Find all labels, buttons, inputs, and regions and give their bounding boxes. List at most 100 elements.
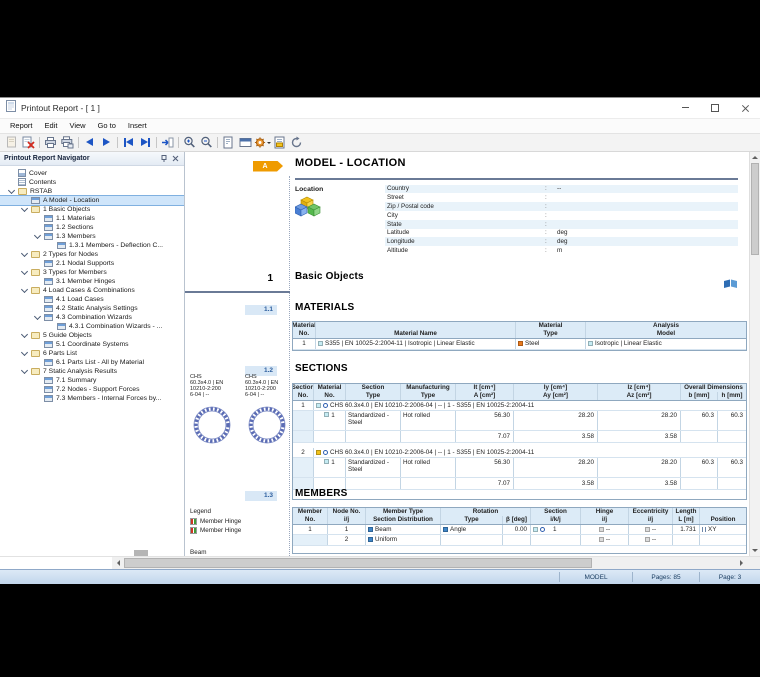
statusbar-page: Page: 3 — [699, 572, 760, 583]
tree-item-icon — [44, 259, 53, 267]
cell — [293, 535, 328, 545]
last-page-button[interactable] — [137, 135, 154, 150]
tree-item[interactable]: Contents — [0, 178, 184, 187]
navigator-scroll-thumb[interactable] — [134, 549, 148, 558]
expander-icon[interactable] — [20, 249, 29, 257]
vertical-scrollbar[interactable] — [749, 151, 760, 557]
expander-icon[interactable] — [20, 267, 29, 275]
tree-item[interactable]: 7.1 Summary — [0, 376, 184, 385]
tree-item[interactable]: Cover — [0, 169, 184, 178]
maximize-button[interactable] — [700, 98, 730, 118]
scroll-right-arrow[interactable] — [735, 557, 747, 569]
scroll-left-arrow[interactable] — [112, 557, 124, 569]
next-page-button[interactable] — [98, 135, 115, 150]
title-bar[interactable]: Printout Report - [ 1 ] — [0, 98, 760, 119]
scroll-down-arrow[interactable] — [750, 545, 760, 556]
menu-insert[interactable]: Insert — [127, 120, 147, 130]
zoom-in-button[interactable] — [181, 135, 198, 150]
expander-icon[interactable] — [33, 312, 42, 320]
cell-beta: 0.00 — [503, 524, 531, 535]
print-all-button[interactable] — [59, 135, 76, 150]
navigator-close-icon[interactable] — [170, 153, 181, 164]
tree-item[interactable]: 7 Static Analysis Results — [0, 366, 184, 376]
figure-caption: 10210-2:200 — [190, 386, 221, 393]
tree-item[interactable]: 3.1 Member Hinges — [0, 277, 184, 286]
members-heading: MEMBERS — [295, 487, 348, 499]
edit-properties-button[interactable] — [271, 135, 288, 150]
horizontal-scroll-thumb[interactable] — [124, 558, 592, 569]
tree-item[interactable]: 1.3.1 Members - Deflection C... — [0, 241, 184, 250]
beam-label: Beam — [190, 548, 207, 556]
tree-item-icon — [44, 394, 53, 402]
section-color-swatch — [533, 526, 538, 532]
expander-icon[interactable] — [20, 330, 29, 338]
menu-report[interactable]: Report — [10, 120, 33, 130]
horizontal-scrollbar[interactable] — [112, 557, 747, 570]
tree-item-icon — [57, 241, 66, 249]
vertical-scroll-thumb[interactable] — [751, 162, 759, 255]
expander-icon[interactable] — [20, 348, 29, 356]
tree-item[interactable]: 2 Types for Nodes — [0, 249, 184, 259]
col-header: b [mm] — [681, 391, 718, 400]
cell-az: 3.58 — [598, 430, 681, 442]
settings-button[interactable] — [254, 135, 271, 150]
tree-item[interactable]: 1.1 Materials — [0, 214, 184, 223]
expander-icon[interactable] — [33, 231, 42, 239]
location-colon: : — [545, 194, 547, 202]
cell-material-no: 1 — [314, 410, 346, 430]
delete-pages-button[interactable] — [20, 135, 37, 150]
refresh-button[interactable] — [288, 135, 305, 150]
tree-item[interactable]: 4.3.1 Combination Wizards - ... — [0, 322, 184, 331]
navigator-tree: Cover Contents RSTAB A Model — [0, 166, 184, 557]
tree-item[interactable]: 6.1 Parts List - All by Material — [0, 358, 184, 367]
tree-item[interactable]: 5 Guide Objects — [0, 330, 184, 340]
menu-edit[interactable]: Edit — [44, 120, 58, 130]
expander-icon[interactable] — [20, 366, 29, 374]
tree-item[interactable]: 5.1 Coordinate Systems — [0, 340, 184, 349]
tree-item[interactable]: A Model - Location — [0, 194, 184, 206]
expander-icon[interactable] — [20, 285, 29, 293]
location-field-name: Country — [387, 185, 410, 193]
tree-item[interactable]: 7.2 Nodes - Support Forces — [0, 385, 184, 394]
report-page: A MODEL - LOCATION Location — [185, 151, 749, 557]
page-preview-button[interactable] — [220, 135, 237, 150]
tree-item[interactable]: 2.1 Nodal Supports — [0, 259, 184, 268]
tree-item[interactable]: 6 Parts List — [0, 348, 184, 358]
tree-item[interactable]: 4.2 Static Analysis Settings — [0, 304, 184, 313]
legend-title: Legend — [190, 507, 212, 515]
tree-item[interactable]: 3 Types for Members — [0, 267, 184, 277]
close-button[interactable] — [730, 98, 760, 118]
menu-view[interactable]: View — [69, 120, 86, 130]
expander-icon[interactable] — [20, 204, 29, 212]
zoom-out-button[interactable] — [198, 135, 215, 150]
tree-item-label: 3 Types for Members — [43, 268, 107, 276]
settings-dropdown-arrow[interactable] — [267, 141, 271, 146]
print-button[interactable] — [42, 135, 59, 150]
tree-item[interactable]: 4 Load Cases & Combinations — [0, 285, 184, 295]
menu-goto[interactable]: Go to — [97, 120, 116, 130]
col-header: i/j — [328, 515, 366, 524]
material-color-swatch — [318, 341, 323, 347]
tree-item[interactable]: 4.1 Load Cases — [0, 295, 184, 304]
section-figure: CHS 60.3x4.0 | EN 10210-2:200 6-04 | -- — [245, 374, 289, 452]
pin-icon[interactable] — [159, 153, 170, 164]
tree-item[interactable]: RSTAB — [0, 186, 184, 196]
tree-item[interactable]: 7.3 Members - Internal Forces by... — [0, 394, 184, 403]
tree-item-label: 7 Static Analysis Results — [43, 367, 118, 375]
previous-page-button[interactable] — [81, 135, 98, 150]
tree-item[interactable]: 1.3 Members — [0, 231, 184, 241]
go-to-chapter-button[interactable] — [159, 135, 176, 150]
scroll-up-arrow[interactable] — [750, 152, 760, 163]
minimize-button[interactable] — [670, 98, 700, 118]
first-page-button[interactable] — [120, 135, 137, 150]
tree-item[interactable]: 1 Basic Objects — [0, 204, 184, 214]
tree-item[interactable]: 4.3 Combination Wizards — [0, 312, 184, 322]
location-field-value: m — [557, 247, 563, 254]
cell-iz: 28.20 — [598, 410, 681, 430]
location-colon: : — [545, 185, 547, 193]
expander-icon[interactable] — [7, 186, 16, 194]
open-report-button[interactable] — [3, 135, 20, 150]
full-width-view-button[interactable] — [237, 135, 254, 150]
col-header: A [cm²] — [456, 391, 514, 400]
tree-item[interactable]: 1.2 Sections — [0, 223, 184, 232]
